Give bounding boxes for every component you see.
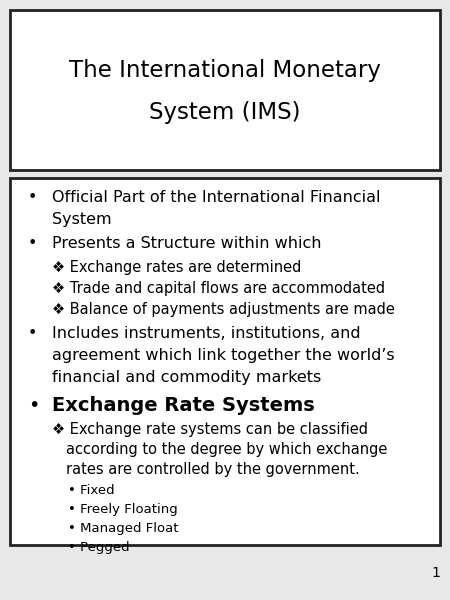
Text: according to the degree by which exchange: according to the degree by which exchang… (66, 442, 387, 457)
Text: 1: 1 (431, 566, 440, 580)
FancyBboxPatch shape (10, 178, 440, 545)
Text: financial and commodity markets: financial and commodity markets (52, 370, 321, 385)
Text: • Fixed: • Fixed (68, 484, 115, 497)
Text: System (IMS): System (IMS) (149, 100, 301, 124)
Text: ❖ Exchange rates are determined: ❖ Exchange rates are determined (52, 260, 302, 275)
Text: •: • (28, 326, 37, 341)
Text: Presents a Structure within which: Presents a Structure within which (52, 236, 321, 251)
Text: ❖ Balance of payments adjustments are made: ❖ Balance of payments adjustments are ma… (52, 302, 395, 317)
Text: Includes instruments, institutions, and: Includes instruments, institutions, and (52, 326, 360, 341)
Text: •: • (28, 190, 37, 205)
Text: • Freely Floating: • Freely Floating (68, 503, 178, 516)
Text: • Pegged: • Pegged (68, 541, 130, 554)
Text: ❖ Exchange rate systems can be classified: ❖ Exchange rate systems can be classifie… (52, 422, 368, 437)
Text: System: System (52, 212, 112, 227)
Text: ❖ Trade and capital flows are accommodated: ❖ Trade and capital flows are accommodat… (52, 281, 385, 296)
Text: • Managed Float: • Managed Float (68, 522, 179, 535)
Text: •: • (28, 236, 37, 251)
FancyBboxPatch shape (10, 10, 440, 170)
Text: The International Monetary: The International Monetary (69, 58, 381, 82)
Text: agreement which link together the world’s: agreement which link together the world’… (52, 348, 395, 363)
Text: Official Part of the International Financial: Official Part of the International Finan… (52, 190, 381, 205)
Text: Exchange Rate Systems: Exchange Rate Systems (52, 396, 315, 415)
Text: rates are controlled by the government.: rates are controlled by the government. (66, 462, 360, 477)
Text: •: • (28, 396, 40, 415)
